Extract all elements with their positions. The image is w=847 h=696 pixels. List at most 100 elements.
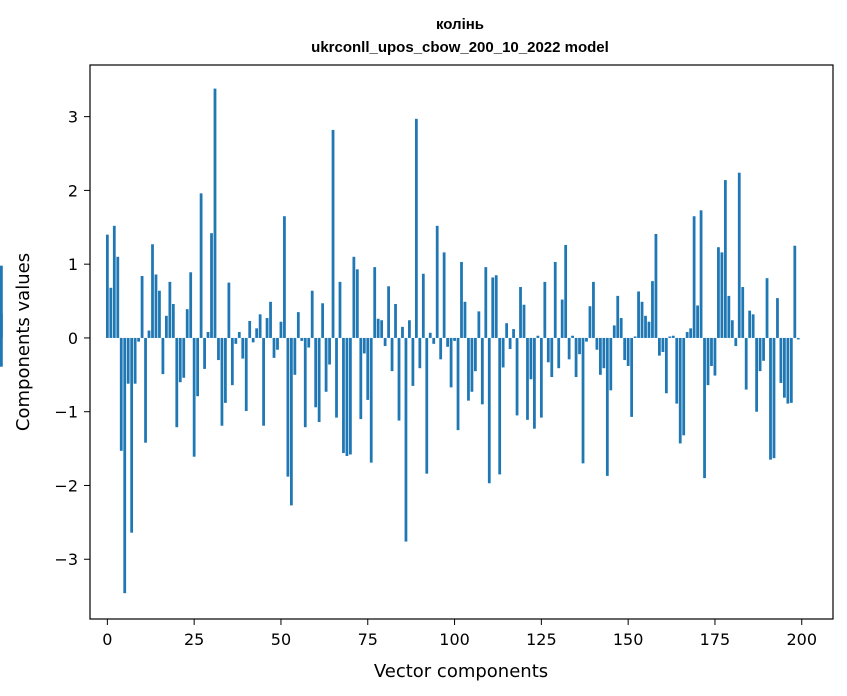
bar bbox=[411, 337, 415, 386]
bar bbox=[161, 337, 165, 375]
bar bbox=[303, 337, 307, 428]
bar bbox=[487, 337, 491, 484]
bar bbox=[675, 337, 679, 404]
bar bbox=[342, 337, 345, 454]
bar bbox=[387, 286, 390, 338]
bar bbox=[244, 337, 248, 411]
bar bbox=[647, 321, 651, 338]
bar bbox=[605, 337, 609, 476]
bar bbox=[241, 337, 245, 359]
bar bbox=[283, 216, 286, 338]
bar bbox=[480, 337, 484, 405]
bar bbox=[449, 337, 453, 388]
bar bbox=[633, 336, 637, 338]
bar bbox=[220, 337, 224, 426]
bars-group bbox=[0, 88, 800, 594]
bar bbox=[154, 274, 158, 338]
y-tick-label: 1 bbox=[68, 255, 78, 274]
bar bbox=[692, 216, 696, 338]
bar bbox=[196, 337, 200, 397]
bar bbox=[661, 337, 665, 352]
bar bbox=[199, 193, 203, 338]
bar bbox=[366, 337, 370, 400]
bar bbox=[526, 337, 529, 420]
bar bbox=[123, 337, 127, 594]
bar bbox=[352, 256, 356, 338]
bar bbox=[678, 337, 682, 444]
bar bbox=[741, 287, 745, 338]
bar bbox=[185, 309, 189, 338]
bar bbox=[744, 337, 748, 390]
bar bbox=[685, 332, 689, 338]
y-tick-label: 2 bbox=[68, 181, 78, 200]
bar bbox=[296, 312, 300, 338]
bar bbox=[682, 337, 686, 436]
bar bbox=[189, 272, 193, 338]
bar bbox=[664, 337, 668, 394]
bar bbox=[717, 247, 720, 338]
bar bbox=[335, 337, 338, 418]
bar bbox=[234, 337, 238, 344]
bar bbox=[640, 301, 644, 338]
bar bbox=[776, 298, 779, 338]
y-tick-label: −3 bbox=[54, 550, 78, 569]
bar bbox=[262, 337, 265, 426]
bar bbox=[512, 329, 515, 338]
bar bbox=[213, 88, 217, 338]
bar bbox=[644, 315, 647, 338]
bar bbox=[515, 337, 519, 416]
bar bbox=[175, 337, 179, 428]
bar bbox=[723, 180, 727, 338]
bar bbox=[338, 281, 342, 338]
bar bbox=[293, 337, 297, 375]
bar bbox=[758, 337, 762, 372]
bar bbox=[307, 337, 311, 348]
bar bbox=[192, 337, 196, 457]
bar bbox=[460, 261, 463, 338]
bar bbox=[533, 337, 536, 429]
bar bbox=[359, 337, 363, 420]
bar bbox=[432, 337, 436, 344]
bar bbox=[105, 234, 109, 338]
bar bbox=[227, 282, 231, 338]
bar bbox=[255, 328, 259, 338]
bar bbox=[401, 326, 404, 338]
bar bbox=[289, 337, 293, 506]
bar bbox=[668, 336, 672, 338]
bar bbox=[730, 320, 734, 338]
bar bbox=[269, 301, 272, 338]
bar bbox=[178, 337, 182, 383]
bar bbox=[126, 337, 130, 384]
bar bbox=[272, 337, 276, 358]
bar bbox=[373, 267, 377, 338]
bar bbox=[519, 287, 522, 338]
bar bbox=[529, 337, 533, 380]
bar bbox=[151, 244, 154, 338]
x-axis: 0 25 50 75 100 125 150 175 200 bbox=[102, 619, 817, 649]
bar bbox=[237, 332, 241, 338]
bar bbox=[116, 256, 120, 338]
bar bbox=[536, 335, 540, 338]
chart-title: колінь bbox=[436, 16, 484, 33]
bar bbox=[585, 337, 588, 342]
bar bbox=[564, 244, 568, 338]
bar bbox=[453, 337, 456, 341]
bar bbox=[279, 321, 283, 338]
bar bbox=[164, 315, 168, 338]
bar bbox=[310, 290, 314, 338]
bar bbox=[230, 337, 234, 386]
bar bbox=[713, 337, 717, 376]
bar bbox=[539, 337, 543, 418]
bar bbox=[710, 337, 713, 366]
bar bbox=[158, 290, 161, 338]
bar bbox=[588, 306, 592, 338]
bar bbox=[616, 295, 620, 338]
bar bbox=[446, 337, 449, 347]
bar bbox=[522, 304, 526, 338]
bar bbox=[557, 337, 561, 369]
bar bbox=[765, 278, 769, 338]
bar bbox=[383, 337, 387, 347]
bar bbox=[414, 118, 418, 338]
bar bbox=[612, 325, 616, 338]
